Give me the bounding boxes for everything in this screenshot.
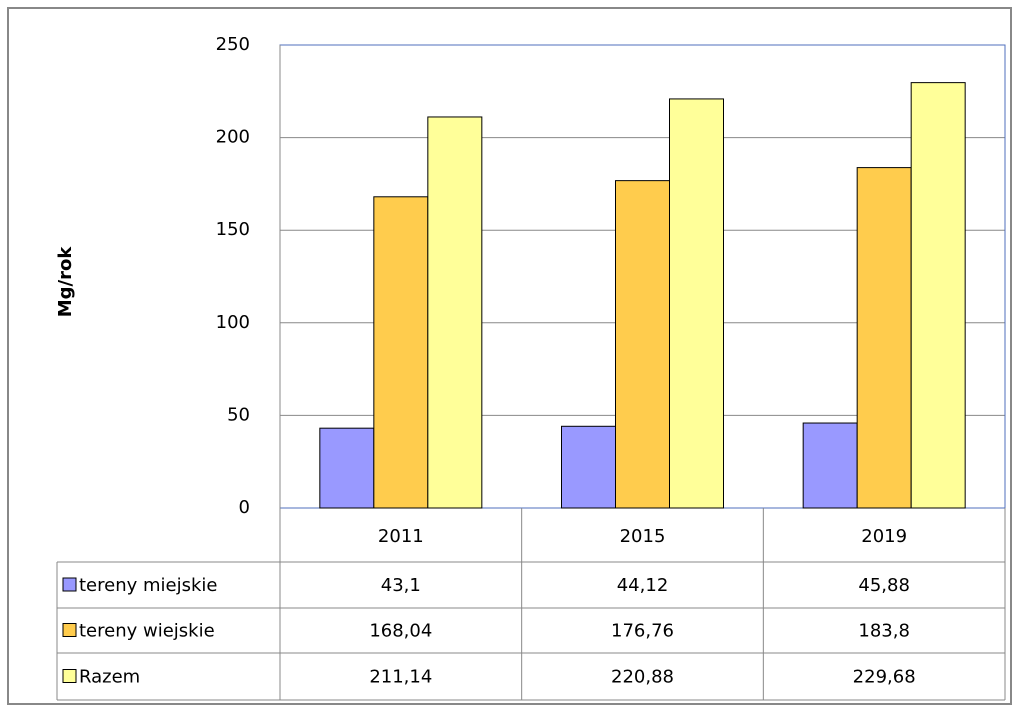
table-value: 44,12 (617, 575, 669, 596)
bar (615, 180, 670, 509)
y-tick-label: 200 (216, 127, 250, 148)
table-value: 45,88 (858, 575, 910, 596)
table-value: 220,88 (611, 667, 674, 688)
bar (561, 425, 616, 509)
y-tick-label: 50 (227, 404, 250, 425)
bar (910, 82, 966, 509)
legend-label: Razem (79, 667, 140, 688)
bar (669, 98, 724, 509)
table-value: 176,76 (611, 621, 674, 642)
table-value: 211,14 (369, 667, 432, 688)
bar (319, 427, 375, 509)
legend-label: tereny miejskie (79, 575, 217, 596)
legend-swatch (62, 669, 77, 683)
table-value: 183,8 (858, 621, 910, 642)
x-tick-label: 2019 (861, 526, 907, 547)
table-value: 168,04 (369, 621, 432, 642)
y-tick-label: 250 (216, 34, 250, 55)
table-value: 43,1 (381, 575, 421, 596)
x-tick-label: 2011 (378, 526, 424, 547)
legend-label: tereny wiejskie (79, 621, 215, 642)
bar (373, 196, 429, 509)
x-tick-label: 2015 (620, 526, 666, 547)
bar (856, 167, 912, 509)
bar (802, 422, 858, 509)
chart-border (7, 7, 1012, 705)
y-axis-label: Mg/rok (55, 246, 76, 318)
legend-swatch (62, 577, 77, 592)
legend-swatch (62, 623, 77, 637)
bar (427, 116, 483, 509)
y-tick-label: 100 (216, 312, 250, 333)
y-tick-label: 0 (239, 497, 250, 518)
y-tick-label: 150 (216, 219, 250, 240)
table-value: 229,68 (853, 667, 916, 688)
